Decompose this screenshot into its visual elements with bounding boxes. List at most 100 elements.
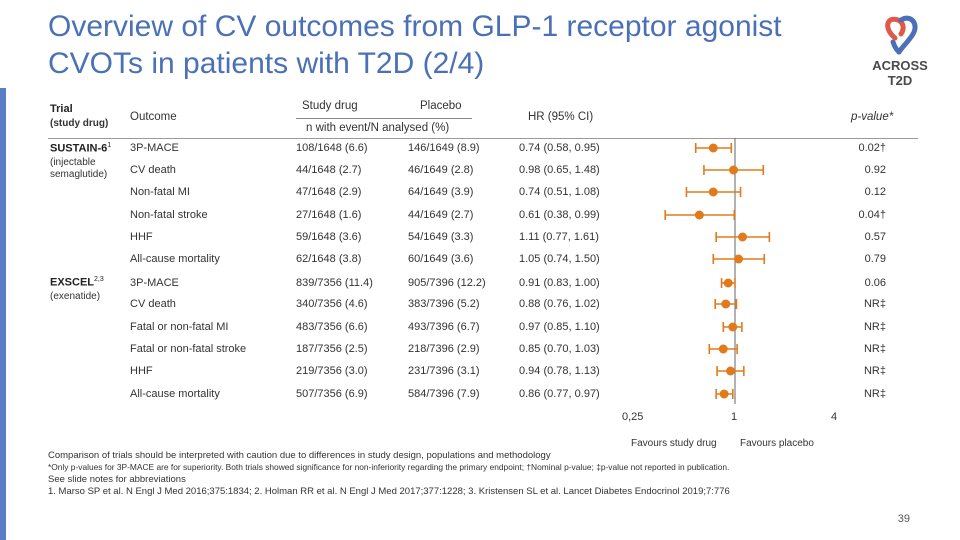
outcome-cell: Non-fatal MI xyxy=(130,186,190,198)
hr-ci-cell: 0.85 (0.70, 1.03) xyxy=(519,343,600,355)
header-n-label: n with event/N analysed (%) xyxy=(306,122,450,134)
pvalue-cell: NR‡ xyxy=(863,388,886,400)
hr-ci-cell: 0.74 (0.58, 0.95) xyxy=(519,142,600,154)
forest-row xyxy=(703,165,765,175)
hr-ci-cell: 0.88 (0.76, 1.02) xyxy=(519,298,600,310)
study-drug-cell: 187/7356 (2.5) xyxy=(296,343,368,355)
header-pvalue: p-value* xyxy=(851,111,894,123)
hr-point xyxy=(723,278,733,288)
footnote-references: 1. Marso SP et al. N Engl J Med 2016;375… xyxy=(48,486,730,497)
pvalue-cell: 0.79 xyxy=(864,253,886,265)
forest-row xyxy=(714,299,738,309)
footnote-pvalue: *Only p-values for 3P-MACE are for super… xyxy=(48,462,730,472)
pvalue-cell: NR‡ xyxy=(863,365,886,377)
forest-row xyxy=(694,143,733,153)
page-title: Overview of CV outcomes from GLP-1 recep… xyxy=(48,10,782,80)
hr-point xyxy=(728,322,738,332)
pvalue-cell: 0.12 xyxy=(864,186,886,198)
hr-ci-cell: 0.74 (0.51, 1.08) xyxy=(519,186,600,198)
hr-ci-cell: 0.86 (0.77, 0.97) xyxy=(519,388,600,400)
study-drug-cell: 62/1648 (3.8) xyxy=(296,253,362,265)
study-drug-cell: 340/7356 (4.6) xyxy=(296,298,368,310)
hr-ci-cell: 0.97 (0.85, 1.10) xyxy=(519,321,600,333)
trial-label-sustain6: SUSTAIN-61 xyxy=(50,142,112,155)
across-t2d-logo: ACROSS T2D xyxy=(872,15,928,88)
pvalue-cell: 0.06 xyxy=(864,277,886,289)
study-drug-cell: 47/1648 (2.9) xyxy=(296,186,362,198)
logo-heart-icon xyxy=(885,16,906,41)
axis-tick-4: 4 xyxy=(831,411,838,423)
hr-ci-cell: 1.11 (0.77, 1.61) xyxy=(519,231,599,243)
trial-drug-sustain6: (injectable semaglutide) xyxy=(50,157,108,180)
placebo-cell: 905/7396 (12.2) xyxy=(408,277,486,289)
forest-row xyxy=(664,210,736,220)
outcome-cell: Fatal or non-fatal MI xyxy=(130,321,229,333)
pvalue-cell: 0.92 xyxy=(864,164,886,176)
hr-point xyxy=(718,344,728,354)
placebo-cell: 231/7396 (3.1) xyxy=(408,365,480,377)
favours-placebo-label: Favours placebo xyxy=(740,438,814,449)
pvalue-cell: NR‡ xyxy=(863,298,886,310)
outcome-cell: CV death xyxy=(130,298,176,310)
header-study-drug: Study drug xyxy=(302,100,358,112)
placebo-cell: 218/7396 (2.9) xyxy=(408,343,480,355)
outcome-cell: Non-fatal stroke xyxy=(130,209,208,221)
forest-row xyxy=(716,366,745,376)
sidebar-accent-bar xyxy=(0,88,6,540)
favours-study-drug-label: Favours study drug xyxy=(631,438,717,449)
page-number: 39 xyxy=(897,513,910,525)
outcome-cell: HHF xyxy=(130,365,153,377)
forest-row xyxy=(720,278,736,288)
placebo-cell: 584/7396 (7.9) xyxy=(408,388,480,400)
hr-ci-cell: 0.98 (0.65, 1.48) xyxy=(519,164,600,176)
trial-label-exscel: EXSCEL2,3 xyxy=(50,276,104,289)
outcome-cell: All-cause mortality xyxy=(130,253,220,265)
header-separator xyxy=(48,138,918,139)
study-drug-cell: 219/7356 (3.0) xyxy=(296,365,368,377)
placebo-cell: 60/1649 (3.6) xyxy=(408,253,474,265)
hr-point xyxy=(708,187,718,197)
pvalue-cell: 0.02† xyxy=(858,142,886,154)
study-drug-cell: 108/1648 (6.6) xyxy=(296,142,368,154)
outcome-cell: 3P-MACE xyxy=(130,277,179,289)
study-drug-cell: 483/7356 (6.6) xyxy=(296,321,368,333)
hr-point xyxy=(734,254,744,264)
trial-drug-exscel: (exenatide) xyxy=(50,291,101,302)
placebo-cell: 493/7396 (6.7) xyxy=(408,321,480,333)
header-trial-sub: (study drug) xyxy=(50,118,109,129)
pvalue-cell: NR‡ xyxy=(863,321,886,333)
logo-line2: T2D xyxy=(888,73,913,88)
hr-ci-cell: 0.91 (0.83, 1.00) xyxy=(519,277,600,289)
header-underline xyxy=(296,118,472,119)
outcome-cell: CV death xyxy=(130,164,176,176)
hr-point xyxy=(721,299,731,309)
hr-point xyxy=(738,232,748,242)
hr-ci-cell: 0.94 (0.78, 1.13) xyxy=(519,365,600,377)
hr-ci-cell: 1.05 (0.74, 1.50) xyxy=(519,253,600,265)
outcome-cell: Fatal or non-fatal stroke xyxy=(130,343,247,355)
header-trial: Trial xyxy=(50,103,73,115)
study-drug-cell: 839/7356 (11.4) xyxy=(296,277,373,289)
header-outcome: Outcome xyxy=(130,111,177,123)
header-placebo: Placebo xyxy=(420,100,462,112)
placebo-cell: 146/1649 (8.9) xyxy=(408,142,480,154)
outcome-cell: All-cause mortality xyxy=(130,388,220,400)
forest-row xyxy=(722,322,743,332)
forest-row xyxy=(685,187,742,197)
hr-point xyxy=(726,366,736,376)
placebo-cell: 64/1649 (3.9) xyxy=(408,186,474,198)
hr-ci-cell: 0.61 (0.38, 0.99) xyxy=(519,209,600,221)
axis-tick-1: 1 xyxy=(731,411,738,423)
hr-point xyxy=(719,389,729,399)
pvalue-cell: NR‡ xyxy=(863,343,886,355)
placebo-cell: 44/1649 (2.7) xyxy=(408,209,474,221)
outcome-cell: 3P-MACE xyxy=(130,142,179,154)
outcome-cell: HHF xyxy=(130,231,153,243)
footnote-abbreviations: See slide notes for abbreviations xyxy=(48,474,186,485)
hr-point xyxy=(729,165,739,175)
study-drug-cell: 44/1648 (2.7) xyxy=(296,164,362,176)
footnote-caution: Comparison of trials should be interpret… xyxy=(48,450,551,461)
logo-line1: ACROSS xyxy=(872,58,928,73)
placebo-cell: 383/7396 (5.2) xyxy=(408,298,480,310)
